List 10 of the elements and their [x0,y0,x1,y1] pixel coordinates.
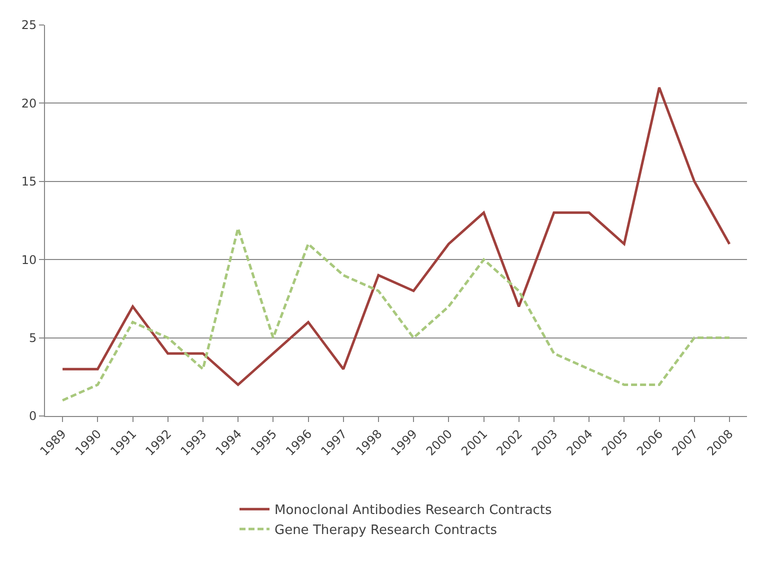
y-tick-label: 15 [21,174,37,189]
y-tick-label: 0 [28,409,37,424]
y-tick-label: 20 [21,96,37,110]
line-series [61,227,731,402]
y-tick-label: 10 [21,252,37,267]
line-series [61,86,731,386]
legend-label: Gene Therapy Research Contracts [274,523,498,538]
legend-label: Monoclonal Antibodies Research Contracts [274,503,552,518]
y-tick-label: 5 [28,331,37,345]
y-tick-label: 25 [21,18,37,32]
